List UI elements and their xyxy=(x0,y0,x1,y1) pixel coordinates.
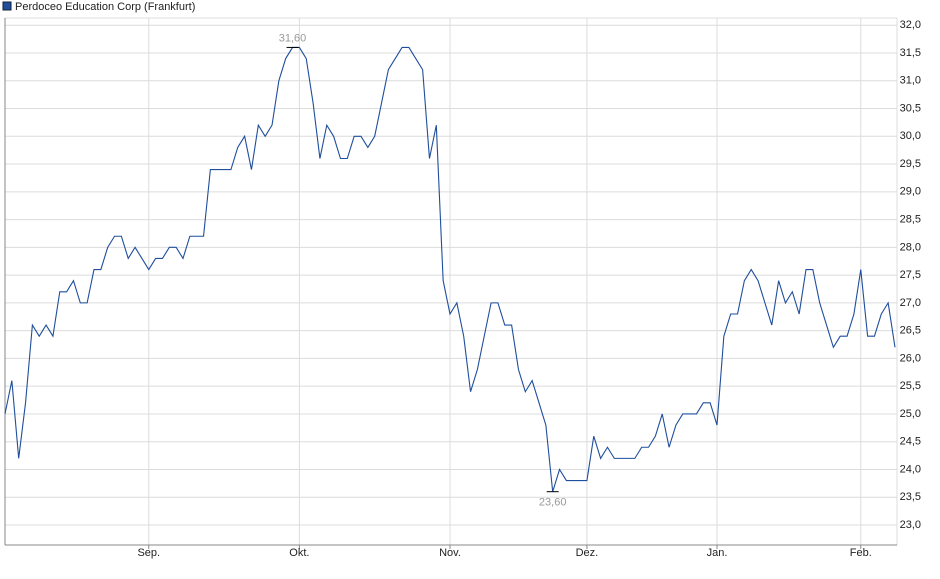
legend-swatch xyxy=(2,1,12,11)
x-tick-label: Sep. xyxy=(137,547,160,559)
y-tick-label: 25,5 xyxy=(900,380,921,392)
plot-area xyxy=(4,17,898,546)
x-tick-label: Jan. xyxy=(707,547,728,559)
y-tick-label: 26,5 xyxy=(900,325,921,337)
y-tick-label: 27,5 xyxy=(900,269,921,281)
y-tick-label: 29,5 xyxy=(900,158,921,170)
y-tick-label: 31,0 xyxy=(900,75,921,87)
x-tick-label: Nov. xyxy=(439,547,461,559)
y-tick-label: 31,5 xyxy=(900,47,921,59)
annotation: 23,60 xyxy=(539,497,567,509)
y-tick-label: 30,5 xyxy=(900,102,921,114)
y-tick-label: 25,0 xyxy=(900,408,921,420)
y-tick-label: 24,0 xyxy=(900,463,921,475)
y-tick-label: 23,5 xyxy=(900,491,921,503)
y-tick-label: 28,0 xyxy=(900,241,921,253)
y-tick-label: 28,5 xyxy=(900,213,921,225)
x-tick-label: Feb. xyxy=(850,547,872,559)
y-tick-label: 26,0 xyxy=(900,352,921,364)
y-tick-label: 29,0 xyxy=(900,186,921,198)
x-tick-label: Okt. xyxy=(289,547,309,559)
y-tick-label: 30,0 xyxy=(900,130,921,142)
y-tick-label: 24,5 xyxy=(900,436,921,448)
y-tick-label: 27,0 xyxy=(900,297,921,309)
y-tick-label: 32,0 xyxy=(900,19,921,31)
annotation: 31,60 xyxy=(279,32,307,44)
y-tick-label: 23,0 xyxy=(900,519,921,531)
price-line xyxy=(4,46,896,492)
x-tick-label: Dez. xyxy=(576,547,599,559)
legend-label: Perdoceo Education Corp (Frankfurt) xyxy=(15,1,195,13)
